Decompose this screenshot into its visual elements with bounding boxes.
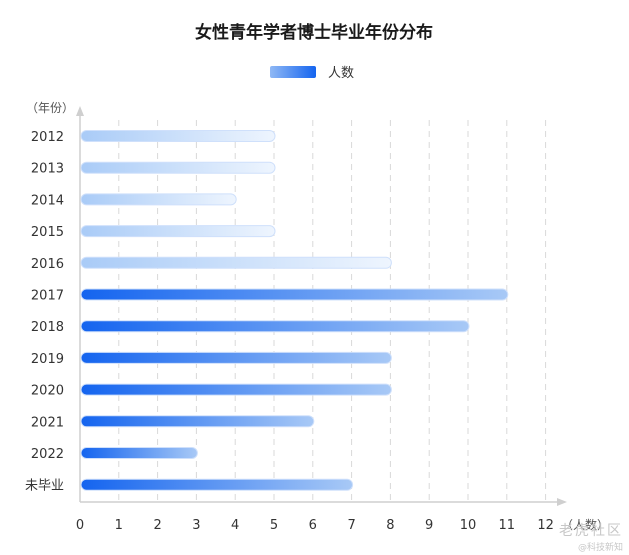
x-tick-label: 11	[499, 518, 516, 533]
y-tick-label: 2015	[31, 225, 64, 240]
y-tick-label: 2016	[31, 257, 64, 272]
bar	[80, 130, 276, 142]
x-tick-label: 9	[425, 518, 433, 533]
x-tick-label: 10	[460, 518, 477, 533]
bar	[80, 256, 392, 269]
x-tick-labels: 0 1 2 3 4 5 6 7 8 9 10 11 12	[76, 518, 554, 533]
y-tick-label: 2022	[31, 447, 64, 462]
x-tick-label: 0	[76, 518, 84, 533]
y-tick-label: 2019	[31, 352, 64, 367]
bar	[80, 383, 392, 396]
bar	[80, 288, 509, 301]
y-tick-label: 2012	[31, 130, 64, 145]
bar	[80, 351, 392, 364]
y-tick-label: 2017	[31, 289, 64, 304]
x-tick-label: 2	[153, 518, 161, 533]
x-tick-label: 7	[347, 518, 355, 533]
x-tick-label: 5	[270, 518, 278, 533]
x-tick-label: 4	[231, 518, 239, 533]
y-tick-label: 未毕业	[25, 479, 64, 494]
bar	[80, 478, 354, 491]
bar	[80, 193, 237, 206]
bar	[80, 161, 276, 174]
x-tick-label: 12	[537, 518, 554, 533]
x-tick-label: 3	[192, 518, 200, 533]
legend-swatch	[270, 66, 316, 78]
y-tick-label: 2013	[31, 162, 64, 177]
y-tick-label: 2021	[31, 415, 64, 430]
watermark-sub: @科技新知	[577, 543, 623, 553]
y-axis-arrow	[76, 106, 84, 116]
y-tick-label: 2014	[31, 193, 64, 208]
legend-label: 人数	[328, 66, 354, 81]
grid-lines	[118, 120, 547, 502]
bar	[80, 447, 198, 459]
x-tick-label: 8	[386, 518, 394, 533]
x-axis-label: （人数）	[561, 517, 609, 532]
watermark: 老虎社区 @科技新知	[559, 520, 623, 553]
x-tick-label: 1	[115, 518, 123, 533]
bar	[80, 320, 470, 333]
chart-title: 女性青年学者博士毕业年份分布	[195, 22, 433, 43]
axes	[76, 106, 567, 506]
x-tick-label: 6	[309, 518, 317, 533]
x-axis-arrow	[557, 498, 567, 506]
bars	[80, 130, 509, 491]
y-tick-label: 2020	[31, 384, 64, 399]
bar	[80, 225, 276, 238]
y-tick-labels: 2012 2013 2014 2015 2016 2017 2018 2019 2020 2021…	[25, 130, 64, 494]
watermark-main: 老虎社区	[559, 523, 623, 539]
y-axis-label: （年份）	[26, 101, 74, 115]
bar	[80, 415, 315, 428]
y-tick-label: 2018	[31, 320, 64, 335]
